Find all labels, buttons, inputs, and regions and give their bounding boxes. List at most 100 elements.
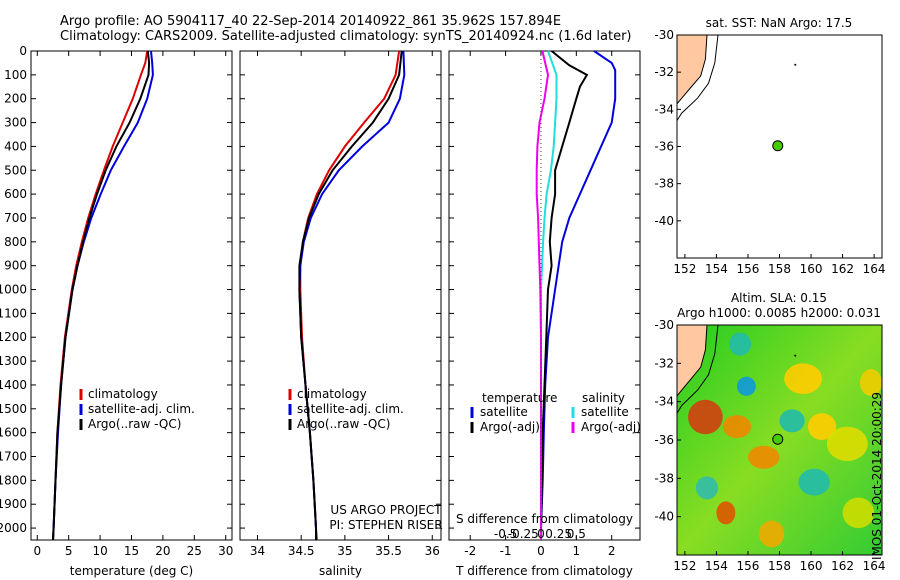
sst-map-ytick-label: -38 [654,177,674,191]
diff-legend-label: Argo(-adj) [581,420,641,434]
sla-anomaly [798,468,830,496]
depth-tick-label: 1300 [0,354,27,368]
island-marker [794,354,797,357]
sla-anomaly [688,399,723,435]
differences-xtick-label: 1 [573,544,581,558]
salinity-xtick-label: 35 [337,544,352,558]
sla-anomaly [859,369,882,396]
differences-xtick-label: 2 [608,544,616,558]
sst-map-ytick-label: -40 [654,214,674,228]
diff-legend-label: satellite [581,405,629,419]
sla-anomaly [807,413,837,441]
salinity-legend-label: Argo(..raw -QC) [297,417,390,431]
sla-anomaly [747,445,780,469]
sst-map-xtick-label: 156 [737,262,760,276]
differences-xtick-label: -2 [464,544,476,558]
depth-tick-label: 1200 [0,330,27,344]
diff-legend-header-salinity: salinity [582,391,625,405]
sla-map-xtick-label: 154 [705,559,728,573]
temperature-series-climatology [52,50,149,541]
sla-anomaly [759,520,785,548]
land-australia [677,35,708,105]
temperature-xtick-label: 25 [187,544,202,558]
sla-anomaly [729,332,752,356]
differences-series-argo-adj--temperature [540,50,589,540]
temperature-legend-label: Argo(..raw -QC) [88,417,181,431]
sla-anomaly [779,409,805,433]
sla-anomaly [695,476,718,500]
sla-anomaly [784,363,823,394]
salinity-legend-label: satellite-adj. clim. [297,402,404,416]
sla-anomaly [842,497,875,529]
land-australia [677,325,708,397]
sst-map-xtick-label: 160 [800,262,823,276]
salinity-diff-tick-label: 0 [537,527,545,541]
salinity-diff-tick-label: -0.5 [494,527,517,541]
argo-profile-marker [772,140,784,152]
depth-tick-label: 1900 [0,497,27,511]
sla-map-title: Altim. SLA: 0.15 [731,291,827,305]
salinity-diff-tick-label: 0.25 [545,527,572,541]
sla-map-xtick-label: 160 [800,559,823,573]
temperature-xtick-label: 5 [65,544,73,558]
salinity-diff-tick-label: 0.5 [567,527,586,541]
sst-map-ytick-label: -34 [654,102,674,116]
temperature-plot-frame [30,50,233,541]
shelf-contour [677,325,719,414]
sst-map-title: sat. SST: NaN Argo: 17.5 [706,16,853,30]
salinity-xtick-label: 35.5 [375,544,402,558]
sst-map-ytick-label: -32 [654,65,674,79]
temperature-series-satellite-adj-clim- [52,50,154,541]
sla-map-xtick-label: 162 [831,559,854,573]
depth-tick-label: 300 [4,116,27,130]
differences-plot-frame [448,50,641,541]
sla-map-ytick-label: -32 [654,356,674,370]
temperature-legend-label: satellite-adj. clim. [88,402,195,416]
sla-map-xtick-label: 158 [768,559,791,573]
salinity-xtick-label: 34 [250,544,265,558]
salinity-series-satellite-adj-clim- [298,50,406,540]
sla-map-map: 152 154 156 158 160 162 164 -30 -32 -34 -36 -38 -40 [654,318,885,573]
sla-map-ytick-label: -38 [654,471,674,485]
salinity-plot-frame [239,50,442,541]
temperature-xtick-label: 0 [33,544,41,558]
differences-xlabel: T difference from climatology [455,564,633,578]
depth-tick-label: 2000 [0,521,27,535]
salinity-series-climatology [299,50,401,541]
differences-series-satellite-temperature [540,50,617,540]
depth-tick-label: 400 [4,139,27,153]
sst-map-map: 152 154 156 158 160 162 164 -30 -32 -34 -36 -38 -40 [654,28,885,276]
differences-xtick-label: -1 [500,544,512,558]
salinity-xlabel: salinity [319,564,362,578]
sst-map-xtick-label: 152 [673,262,696,276]
temperature-legend-label: climatology [88,387,158,401]
sla-map-ytick-label: -30 [654,318,674,332]
chart-title-line-2: Climatology: CARS2009. Satellite-adjuste… [60,29,632,44]
depth-tick-label: 800 [4,235,27,249]
island-marker [794,63,797,66]
temperature-xtick-label: 20 [155,544,170,558]
temperature-xtick-label: 30 [218,544,233,558]
sla-map-xtick-label: 164 [863,559,886,573]
depth-tick-label: 1600 [0,426,27,440]
differences-series-argo-adj--salinity [535,50,550,540]
sst-map-xtick-label: 158 [768,262,791,276]
sla-map-xtick-label: 156 [737,559,760,573]
imos-timestamp: IMOS 01-Oct-2014 20:00:29 [870,391,884,560]
salinity-xtick-label: 34.5 [288,544,315,558]
temperature-xtick-label: 15 [124,544,139,558]
salinity-diff-axis-label: S difference from climatology [456,512,633,526]
depth-tick-label: 700 [4,211,27,225]
diff-legend-label: Argo(-adj) [480,420,540,434]
depth-tick-label: 0 [19,44,27,58]
salinity-xtick-label: 36 [425,544,440,558]
salinity-diff-tick-label: -0.25 [508,527,539,541]
argo-profile-marker [772,433,784,445]
temperature-xlabel: temperature (deg C) [70,564,193,578]
depth-tick-label: 200 [4,92,27,106]
salinity-series-argo-raw-qc- [298,50,403,540]
sla-map-ytick-label: -34 [654,395,674,409]
sla-anomaly [826,426,868,462]
depth-tick-label: 1400 [0,378,27,392]
